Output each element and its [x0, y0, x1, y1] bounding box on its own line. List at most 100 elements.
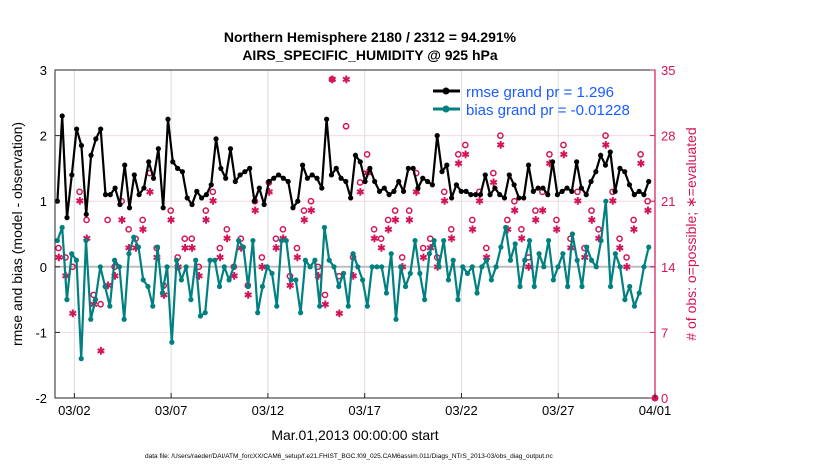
rmse-point [554, 192, 560, 198]
obs-possible-point [384, 216, 392, 224]
bias-point [178, 277, 184, 283]
rmse-point [304, 175, 310, 181]
obs-evaluated-point: ✱ [328, 75, 337, 86]
obs-evaluated-point: ✱ [405, 215, 414, 226]
rmse-point [189, 201, 195, 208]
bias-point [522, 257, 528, 263]
bias-point [216, 283, 223, 290]
bias-point [193, 257, 199, 263]
obs-evaluated-point: ✱ [104, 281, 113, 292]
bias-point [455, 297, 461, 303]
rmse-point [160, 205, 166, 211]
bias-point [126, 251, 132, 257]
rmse-point [242, 169, 248, 175]
rmse-point [194, 188, 200, 194]
bias-point [460, 264, 466, 270]
rmse-point [74, 126, 80, 132]
rmse-point [117, 201, 123, 208]
bias-point [431, 237, 437, 244]
rmse-point [299, 162, 306, 168]
rmse-point [641, 192, 647, 198]
bias-point [374, 264, 380, 270]
bias-point [507, 257, 514, 263]
x-tick-label: 03/07 [155, 403, 188, 418]
bias-point [584, 244, 590, 250]
chart-title-line-2: AIRS_SPECIFIC_HUMIDITY @ 925 hPa [242, 47, 498, 63]
rmse-point [626, 182, 633, 188]
rmse-point [266, 178, 272, 185]
bias-point [107, 303, 113, 309]
obs-evaluated-point: ✱ [300, 215, 309, 226]
obs-evaluated-point: ✱ [188, 244, 197, 255]
ticks: 03/02 03/07 03/12 03/17 03/22 03/27 04/01 -2 -1 0… [35, 63, 675, 418]
obs-evaluated-point: ✱ [139, 225, 148, 236]
y-axis-label-right: # of obs: o=possible; ∗=evaluated [683, 127, 699, 340]
rmse-point [429, 182, 435, 188]
obs-evaluated-point: ✱ [496, 140, 505, 151]
rmse-point [256, 185, 262, 191]
marks: ✱✱✱✱✱✱✱✱✱✱✱✱✱✱✱✱✱✱✱✱✱✱✱✱✱✱✱✱✱✱✱✱✱✱✱✱✱✱✱✱… [55, 75, 659, 402]
bias-point [326, 257, 332, 263]
bias-point [302, 257, 308, 263]
obs-evaluated-point: ✱ [195, 272, 204, 283]
rmse-point [170, 159, 176, 165]
obs-evaluated-point: ✱ [342, 75, 351, 86]
bias-point [336, 283, 342, 290]
rmse-point [598, 152, 604, 158]
obs-possible-point [447, 225, 455, 233]
obs-evaluated-point: ✱ [76, 197, 85, 208]
bias-point [102, 283, 108, 290]
y-tick-label: -2 [35, 391, 47, 406]
rmse-point [511, 182, 517, 188]
obs-possible-point [279, 225, 287, 233]
bias-point [464, 270, 471, 276]
obs-evaluated-point: ✱ [384, 225, 393, 236]
bias-point [369, 264, 375, 270]
rmse-line [56, 114, 650, 219]
rmse-point [506, 172, 512, 178]
obs-evaluated-point: ✱ [69, 309, 78, 320]
rmse-point [405, 165, 411, 171]
obs-evaluated-point: ✱ [356, 187, 365, 198]
bias-point [140, 277, 146, 283]
obs-possible-point [321, 291, 329, 299]
bias-point [488, 277, 494, 283]
rmse-point [372, 178, 378, 185]
bias-point [54, 237, 60, 244]
rmse-point [357, 159, 363, 165]
y-tick-label-right: 21 [661, 194, 675, 209]
rmse-point [102, 192, 109, 198]
rmse-point [112, 185, 118, 191]
bias-point [154, 244, 161, 250]
obs-evaluated-point: ✱ [510, 206, 519, 217]
y-tick-label-right: 0 [661, 391, 668, 406]
rmse-point [285, 178, 291, 185]
obs-evaluated-point: ✱ [440, 197, 449, 208]
rmse-point [261, 201, 267, 208]
obs-evaluated-point: ✱ [546, 159, 555, 170]
rmse-point [612, 188, 618, 194]
bias-point [197, 313, 204, 319]
obs-evaluated-point: ✱ [181, 244, 190, 255]
rmse-point [602, 162, 609, 168]
data-file-footer: data file: /Users/raeder/DAI/ATM_forcXX/… [145, 453, 554, 460]
obs-possible-point [223, 225, 231, 233]
obs-evaluated-point: ✱ [237, 244, 246, 255]
rmse-point [574, 159, 580, 165]
bias-point [479, 264, 485, 270]
rmse-point [150, 175, 157, 181]
obs-evaluated-point: ✱ [286, 281, 295, 292]
rmse-point [468, 192, 474, 198]
rmse-point [136, 192, 142, 198]
obs-evaluated-point: ✱ [321, 300, 330, 311]
bias-point [407, 270, 413, 276]
bias-point [116, 264, 122, 270]
obs-evaluated-point: ✱ [118, 215, 127, 226]
bias-point [183, 264, 189, 270]
bias-point [221, 264, 227, 270]
bias-point [345, 303, 351, 309]
rmse-point [578, 185, 585, 191]
rmse-point [227, 146, 234, 152]
bias-point [588, 257, 595, 263]
rmse-point [155, 146, 161, 152]
